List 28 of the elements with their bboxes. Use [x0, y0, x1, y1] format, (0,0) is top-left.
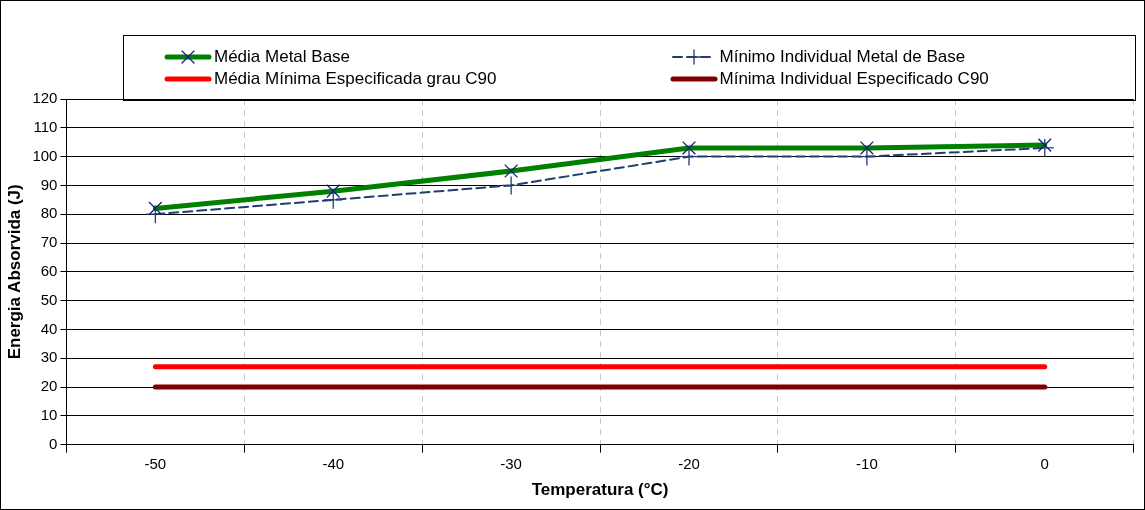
legend-label: Média Mínima Especificada grau C90 [214, 69, 497, 89]
y-tick-label: 40 [40, 319, 58, 337]
point [1035, 138, 1055, 158]
x-tick-label: -20 [678, 454, 700, 472]
y-axis-title: Energia Absorvida (J) [4, 184, 24, 360]
x-tick-label: 0 [1040, 454, 1049, 472]
y-tick-label: 80 [40, 204, 58, 222]
legend-label: Mínimo Individual Metal de Base [719, 47, 966, 67]
x-axis-title: Temperatura (°C) [531, 480, 669, 500]
y-tick-label: 110 [33, 117, 58, 135]
y-tick-label: 10 [40, 405, 58, 423]
y-tick-label: 120 [32, 89, 58, 107]
x-tick-label: -50 [144, 454, 167, 472]
y-tick-label: 0 [49, 434, 58, 452]
point [501, 175, 521, 196]
x-tick-label: -40 [322, 454, 345, 472]
y-tick-label: 60 [40, 261, 58, 279]
x-tick-label: -30 [500, 454, 522, 472]
y-tick-label: 20 [40, 377, 58, 395]
y-tick-label: 50 [40, 290, 58, 308]
point [145, 204, 166, 224]
legend-label: Mínima Individual Especificado C90 [719, 69, 989, 89]
y-tick-label: 100 [32, 146, 58, 164]
legend-label: Média Metal Base [214, 47, 351, 67]
y-tick-label: 90 [40, 175, 58, 193]
y-tick-label: 70 [40, 233, 58, 251]
x-tick-label: -10 [856, 454, 878, 472]
y-tick-label: 30 [40, 348, 58, 366]
